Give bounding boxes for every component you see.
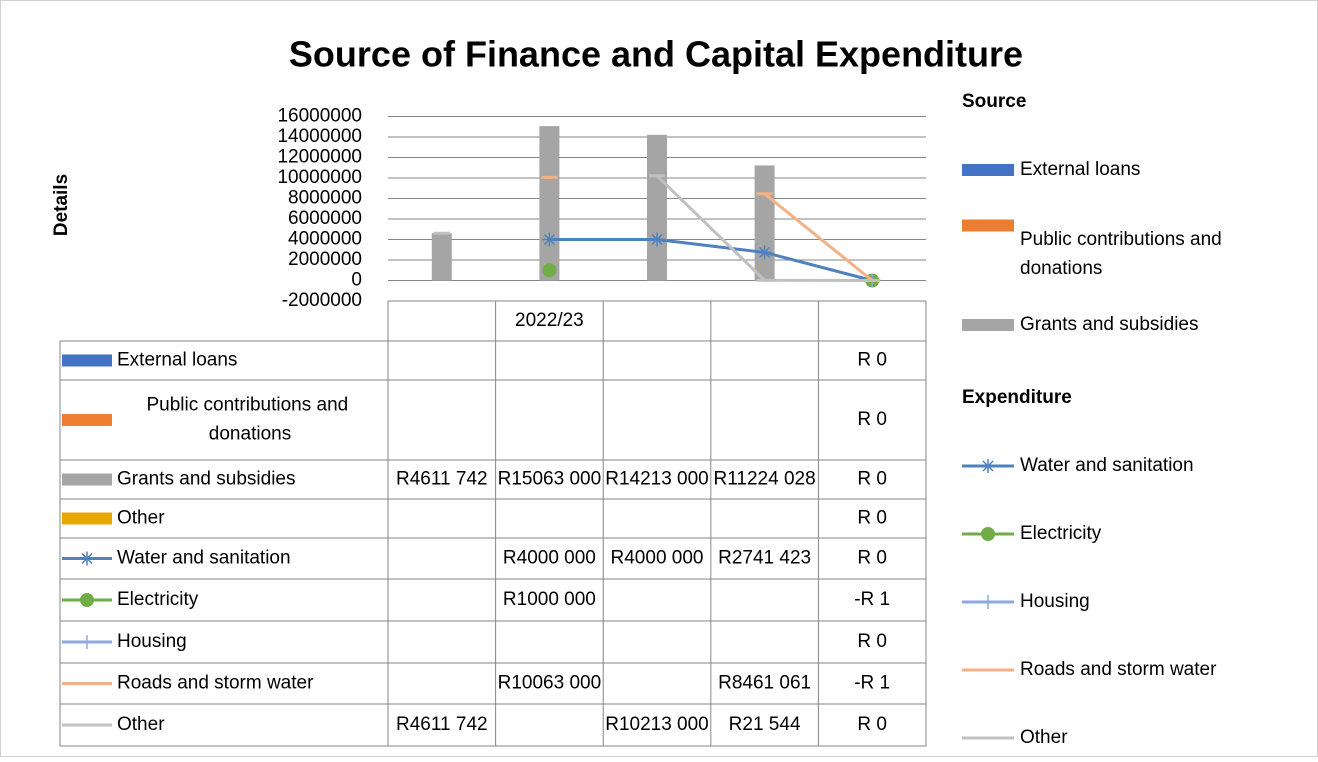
line — [763, 192, 874, 282]
table-series-name: Other — [117, 714, 165, 735]
point-marker — [650, 232, 664, 247]
legend-marker — [981, 527, 995, 541]
table-value: R11224 028 — [714, 469, 816, 490]
table-value: R 0 — [857, 469, 887, 490]
table-series-name: External loans — [117, 350, 237, 371]
y-tick-label: 16000000 — [277, 106, 362, 127]
line — [549, 238, 873, 282]
legend-key — [962, 219, 1014, 232]
y-tick-label: 8000000 — [288, 188, 362, 209]
point-marker — [542, 232, 557, 247]
table-value: R 0 — [857, 631, 887, 652]
table-value: R 0 — [857, 548, 887, 569]
y-tick-label: 14000000 — [277, 126, 362, 147]
legend-key — [62, 473, 112, 486]
y-tick-label: -2000000 — [282, 290, 362, 311]
y-tick-label: 0 — [351, 270, 362, 291]
legend-label: Grants and subsidies — [1020, 314, 1199, 335]
table-value: R 0 — [857, 350, 887, 371]
legend-key — [962, 164, 1014, 176]
legend-label: Electricity — [1020, 523, 1102, 544]
table-series-name: Public contributions and donations — [146, 395, 353, 445]
table-series-name: Roads and storm water — [117, 673, 314, 694]
table-value: -R 1 — [854, 589, 890, 610]
legend-title: Expenditure — [962, 387, 1072, 408]
table-value: R 0 — [857, 714, 887, 735]
y-tick-label: 10000000 — [277, 167, 362, 188]
y-tick-label: 2000000 — [288, 249, 362, 270]
legend-label: Public contributions and donations — [1020, 229, 1227, 279]
table-value: R 0 — [857, 508, 887, 529]
chart-title: Source of Finance and Capital Expenditur… — [289, 34, 1023, 75]
legend-marker — [80, 593, 94, 607]
legend-marker — [80, 551, 94, 566]
legend-label: Roads and storm water — [1020, 659, 1217, 680]
x-tick-label: 2022/23 — [515, 310, 584, 331]
table-value: R15063 000 — [498, 469, 602, 490]
table-value: R4000 000 — [611, 548, 704, 569]
table-value: R1000 000 — [503, 589, 596, 610]
table-value: R4611 742 — [396, 469, 488, 490]
legend-marker — [981, 595, 995, 609]
y-tick-label: 6000000 — [288, 208, 362, 229]
marker-part — [542, 263, 557, 278]
legend-label: External loans — [1020, 159, 1140, 180]
marker-part — [80, 593, 94, 607]
table-value: R 0 — [857, 409, 887, 430]
table-value: R2741 423 — [718, 548, 811, 569]
y-tick-label: 4000000 — [288, 229, 362, 250]
table-series-name: Other — [117, 508, 165, 529]
table-value: R14213 000 — [605, 469, 709, 490]
table-series-name: Water and sanitation — [117, 548, 291, 569]
table-value: R21 544 — [729, 714, 801, 735]
point-marker — [757, 245, 772, 260]
bar — [539, 126, 560, 281]
table-value: R4000 000 — [503, 548, 596, 569]
legend-key — [62, 414, 112, 426]
table-series-name: Grants and subsidies — [117, 469, 296, 490]
marker-part — [981, 527, 995, 541]
table-value: R10213 000 — [605, 714, 709, 735]
bar — [431, 233, 452, 281]
legend-marker — [981, 459, 995, 473]
bar — [647, 134, 667, 281]
legend-key — [962, 319, 1014, 331]
y-axis-title: Details — [51, 174, 72, 236]
bar — [754, 165, 775, 281]
table-series-name: Electricity — [117, 589, 199, 610]
legend-marker — [80, 635, 94, 649]
legend-label: Water and sanitation — [1020, 455, 1194, 476]
legend-title: Source — [962, 91, 1026, 112]
legend-key — [62, 354, 112, 367]
table-value: -R 1 — [854, 673, 890, 694]
legend-key — [62, 512, 112, 525]
point-marker — [542, 263, 557, 278]
y-tick-label: 12000000 — [277, 147, 362, 168]
table-value: R4611 742 — [396, 714, 488, 735]
table-value: R10063 000 — [498, 673, 602, 694]
legend-label: Housing — [1020, 591, 1090, 612]
table-value: R8461 061 — [718, 673, 811, 694]
table-series-name: Housing — [117, 631, 187, 652]
legend-label: Other — [1020, 727, 1068, 748]
